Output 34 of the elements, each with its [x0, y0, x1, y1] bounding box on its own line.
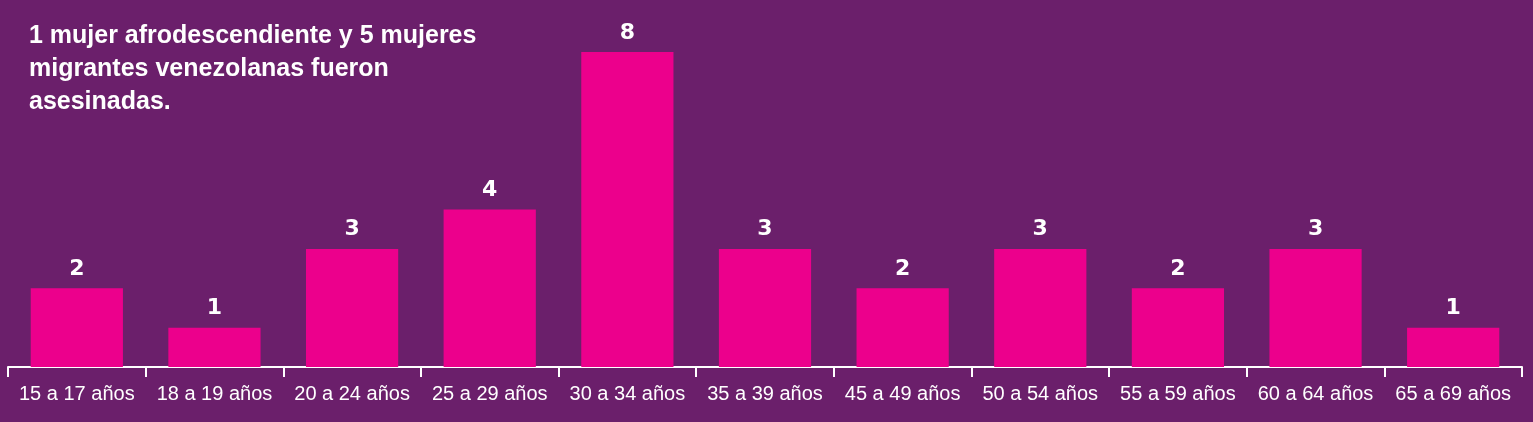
chart-title: 1 mujer afrodescendiente y 5 mujeres migrantes venezolanas fueron asesinadas. [29, 19, 484, 114]
data-label: 8 [619, 18, 636, 44]
x-tick-label: 35 a 39 años [707, 382, 823, 404]
data-label: 3 [344, 215, 360, 241]
data-label: 3 [1032, 215, 1048, 241]
bar [994, 248, 1087, 367]
x-tick-label: 50 a 54 años [982, 382, 1099, 404]
bar [581, 52, 674, 367]
bar [443, 209, 536, 367]
bar [1131, 288, 1225, 367]
bar [168, 327, 261, 367]
bar [856, 288, 949, 367]
x-tick-label: 60 a 64 años [1257, 382, 1374, 404]
data-label: 3 [1307, 215, 1324, 241]
x-tick-label: 15 a 17 años [18, 382, 135, 404]
bar [1269, 248, 1362, 367]
bar [1407, 327, 1500, 367]
data-label: 1 [1445, 294, 1461, 320]
data-label: 2 [1170, 254, 1186, 280]
data-label: 4 [482, 176, 498, 201]
x-tick-label: 30 a 34 años [569, 382, 686, 404]
data-label: 2 [894, 254, 911, 280]
x-tick-label: 20 a 24 años [294, 382, 410, 404]
x-tick-label: 18 a 19 años [156, 382, 273, 404]
bar [30, 288, 123, 367]
x-tick-label: 45 a 49 años [844, 382, 961, 404]
bar [718, 248, 812, 367]
data-label: 3 [757, 215, 773, 241]
bar [305, 248, 399, 367]
x-tick-label: 65 a 69 años [1395, 382, 1512, 404]
data-label: 1 [206, 294, 223, 320]
data-label: 2 [69, 254, 85, 280]
x-tick-label: 25 a 29 años [431, 382, 548, 404]
x-tick-label: 55 a 59 años [1120, 382, 1236, 404]
